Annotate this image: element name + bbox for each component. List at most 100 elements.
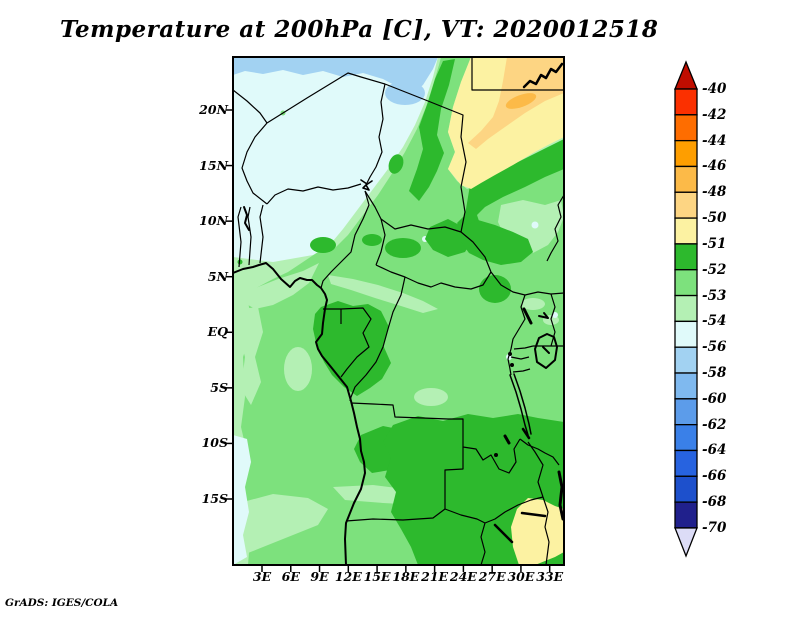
- colorbar-up-arrow: [674, 60, 698, 90]
- fill-pale-patch-west-strip: [238, 307, 263, 405]
- fill-pale-patch-south-band1: [243, 494, 328, 553]
- lon-tick-label-6E: 6E: [281, 569, 300, 584]
- border-algeria-niger-libya: [266, 72, 386, 124]
- lake-kariba: [493, 523, 514, 544]
- lake-chad: [360, 179, 373, 191]
- colorbar: [674, 60, 698, 558]
- fill-mid-green-ne-stripe-core: [409, 59, 455, 201]
- colorbar-label--56: -56: [702, 339, 727, 356]
- border-sudan-car: [460, 231, 492, 273]
- fill-mid-green-cameroon: [310, 237, 336, 253]
- lake-malawi-arm: [520, 511, 547, 518]
- border-cameroon-car: [375, 218, 386, 266]
- colorbar-label--40: -40: [702, 81, 727, 97]
- lakes: [243, 62, 564, 544]
- fill-mid-green-gabon-congo: [313, 301, 391, 396]
- colorbar-label--52: -52: [702, 261, 727, 278]
- lake-tanganyika: [509, 373, 532, 436]
- border-ghana-togo: [237, 206, 242, 268]
- border-zimbabwe-mozambique: [542, 496, 550, 565]
- lon-tick-label-3E: 3E: [252, 569, 272, 584]
- country-borders: [233, 57, 564, 565]
- lat-tick-label-EQ: EQ: [207, 324, 228, 340]
- lake-bangweulu: [494, 453, 498, 457]
- fill-mid-green-chad-south: [362, 234, 382, 246]
- colorbar-label--50: -50: [702, 210, 727, 227]
- colorbar-segment--52: [674, 269, 698, 297]
- page-title: Temperature at 200hPa [C], VT: 202001251…: [60, 16, 659, 43]
- coastline-atlantic: [233, 262, 366, 565]
- colorbar-label--42: -42: [702, 106, 727, 123]
- colorbar-segment--68: [674, 501, 698, 529]
- lon-tick-label-9E: 9E: [310, 569, 329, 584]
- lat-tick-label-5N: 5N: [207, 268, 228, 284]
- colorbar-segment--64: [674, 449, 698, 477]
- fill-pale-patch-central-band: [328, 275, 438, 313]
- lon-tick-label-18E: 18E: [392, 569, 420, 584]
- lat-tick-label-10N: 10N: [199, 213, 228, 229]
- colorbar-segment--51: [674, 243, 698, 271]
- lake-kyoga: [538, 312, 549, 319]
- border-zambia-malawi: [527, 441, 544, 498]
- border-angola-zambia: [444, 447, 464, 509]
- colorbar-segment--44: [674, 139, 698, 168]
- colorbar-segment--62: [674, 424, 698, 452]
- fill-pale-patch-gabon-west: [284, 347, 312, 391]
- border-angola-namibia: [345, 508, 486, 524]
- colorbar-segment--66: [674, 475, 698, 503]
- border-car-drc: [375, 264, 492, 290]
- colorbar-segment--46: [674, 165, 698, 193]
- fill-yellow-patch-se: [511, 498, 564, 565]
- border-rwanda-burundi: [510, 345, 534, 373]
- colorbar-label--54: -54: [702, 313, 727, 330]
- lake-nasser: [522, 62, 564, 89]
- axis-ticks: [226, 109, 551, 572]
- fill-cyan-speck-2: [531, 221, 539, 229]
- border-tanzania-zambia: [519, 438, 560, 466]
- border-algeria-mali: [233, 89, 268, 124]
- border-niger-nigeria: [266, 183, 362, 205]
- border-drc-angola: [350, 402, 521, 474]
- border-libya-chad-sudan: [384, 83, 467, 233]
- fill-cyan-speck-3: [552, 312, 558, 318]
- border-drc-uganda-rift: [507, 294, 526, 376]
- colorbar-label--66: -66: [702, 468, 727, 485]
- colorbar-segment--40: [674, 88, 698, 116]
- colorbar-down-arrow: [674, 527, 698, 558]
- lon-tick-label-33E: 33E: [536, 569, 564, 584]
- colorbar-label--48: -48: [702, 184, 727, 201]
- lake-albert: [522, 307, 533, 325]
- border-chad-car: [364, 190, 462, 233]
- map-frame: [232, 56, 565, 566]
- border-nigeria-cameroon: [320, 190, 370, 289]
- fill-mid-green-car-small: [385, 238, 421, 258]
- border-benin-nigeria: [259, 204, 264, 264]
- border-togo-benin: [247, 206, 252, 266]
- lon-tick-label-30E: 30E: [507, 569, 535, 584]
- colorbar-segment--54: [674, 320, 698, 348]
- border-egypt-libya: [471, 57, 564, 91]
- colorbar-label--44: -44: [702, 132, 727, 149]
- colorbar-label--68: -68: [702, 494, 727, 511]
- lon-tick-label-21E: 21E: [421, 569, 449, 584]
- colorbar-label--46: -46: [702, 158, 727, 175]
- fill-orange-spot-ne: [505, 93, 537, 109]
- colorbar-label--51: -51: [702, 235, 727, 252]
- lake-volta: [243, 206, 250, 231]
- colorbar-segment--50: [674, 217, 698, 245]
- colorbar-label--70: -70: [702, 519, 727, 536]
- colorbar-segment--48: [674, 191, 698, 219]
- grads-attribution: GrADS: IGES/COLA: [5, 597, 119, 609]
- border-zambia-zimbabwe: [484, 496, 544, 524]
- colorbar-label--64: -64: [702, 442, 727, 459]
- colorbar-label--53: -53: [702, 287, 727, 304]
- fill-pale-patch-victoria-west: [521, 298, 545, 310]
- lake-victoria: [534, 333, 558, 369]
- lake-mweru: [503, 434, 511, 445]
- border-mali-niger-burkina: [241, 122, 268, 205]
- lon-tick-label-15E: 15E: [363, 569, 391, 584]
- fill-cyan-sw-strip: [233, 435, 251, 565]
- lat-tick-label-20N: 20N: [199, 102, 228, 117]
- lon-tick-label-12E: 12E: [334, 569, 362, 584]
- colorbar-label--58: -58: [702, 365, 727, 382]
